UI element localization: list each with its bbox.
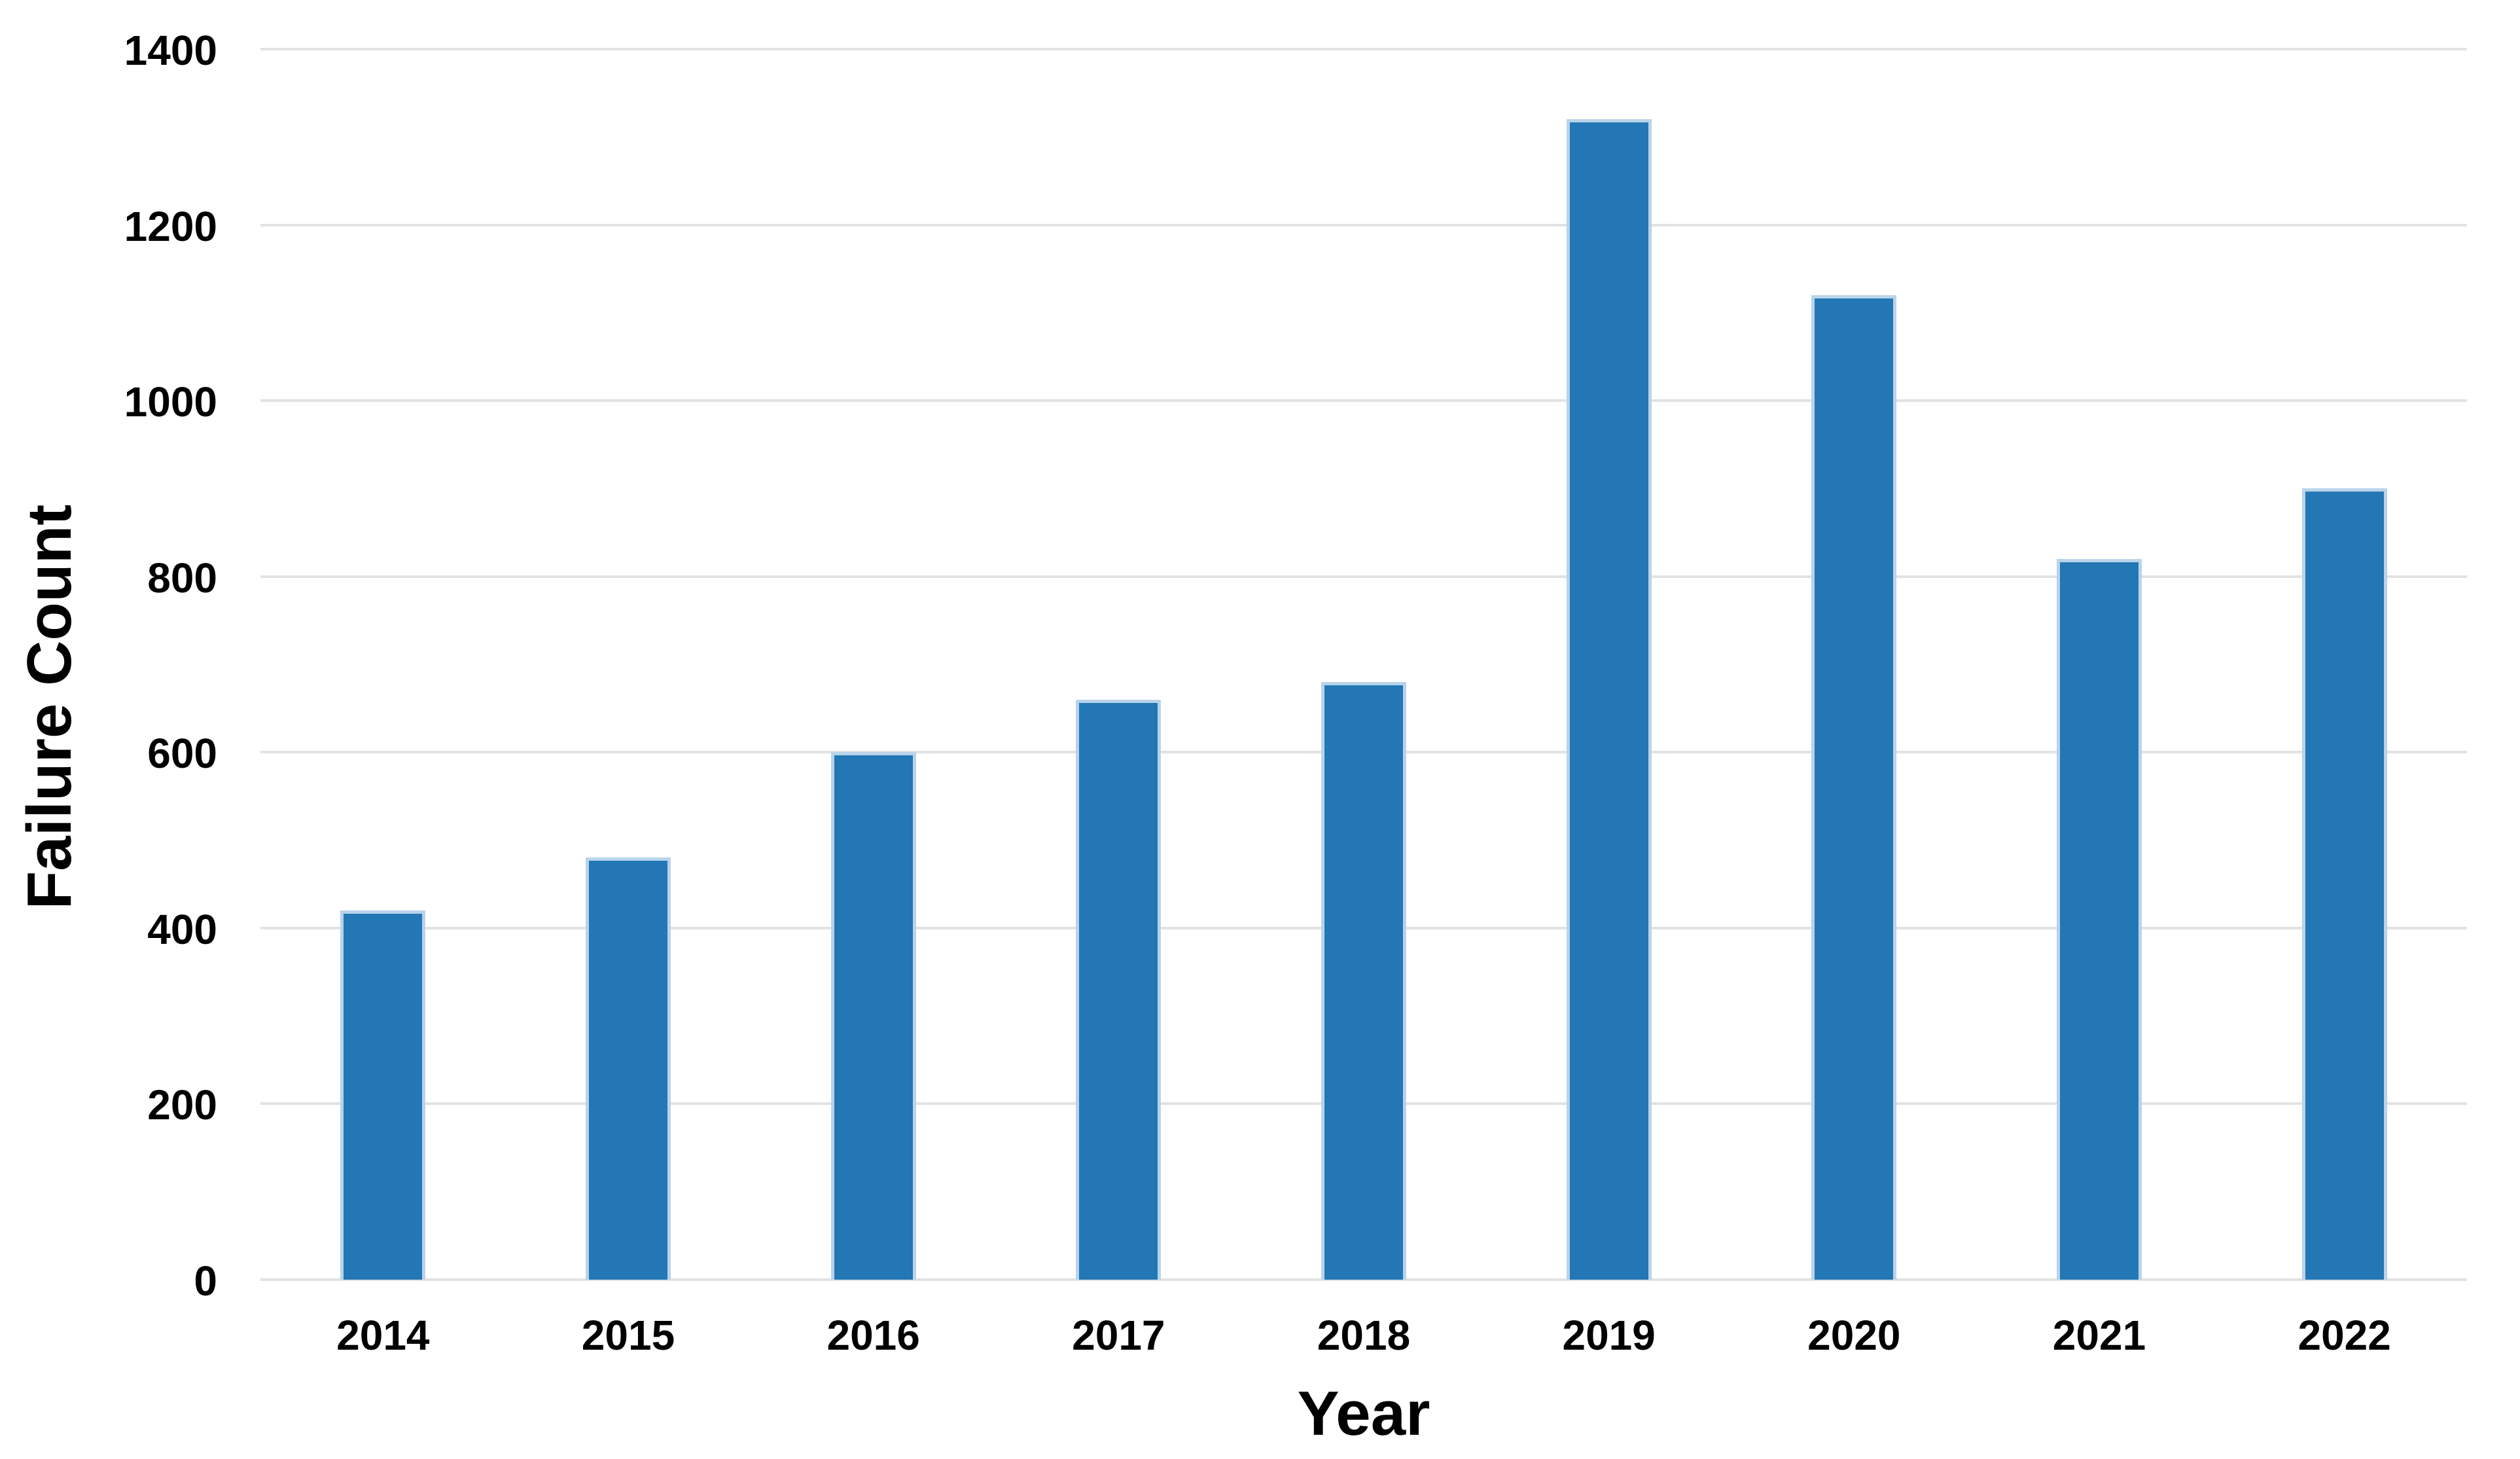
bar-2016 (830, 752, 916, 1280)
x-tick-label-2021: 2021 (2052, 1312, 2146, 1359)
gridline-y-1400 (260, 48, 2467, 50)
bar-2021 (2057, 559, 2142, 1280)
y-tick-label-0: 0 (194, 1257, 217, 1305)
x-axis-title: Year (1297, 1378, 1430, 1449)
x-tick-label-2022: 2022 (2298, 1312, 2391, 1359)
y-tick-label-1200: 1200 (124, 202, 217, 250)
y-tick-label-1400: 1400 (124, 27, 217, 74)
bar-2014 (340, 910, 426, 1280)
bar-2022 (2301, 488, 2387, 1280)
y-tick-label-400: 400 (147, 905, 217, 953)
x-tick-label-2015: 2015 (581, 1312, 675, 1359)
bar-2020 (1811, 295, 1897, 1280)
gridline-y-1000 (260, 399, 2467, 403)
x-tick-label-2019: 2019 (1562, 1312, 1656, 1359)
bar-2017 (1076, 700, 1162, 1280)
x-tick-label-2014: 2014 (336, 1312, 430, 1359)
x-tick-label-2017: 2017 (1072, 1312, 1165, 1359)
bar-2015 (586, 857, 671, 1280)
y-tick-label-600: 600 (147, 730, 217, 778)
bar-2019 (1566, 119, 1652, 1280)
y-tick-label-1000: 1000 (124, 378, 217, 426)
y-tick-label-200: 200 (147, 1081, 217, 1129)
x-tick-label-2016: 2016 (826, 1312, 920, 1359)
gridline-y-1200 (260, 223, 2467, 226)
y-tick-label-800: 800 (147, 554, 217, 602)
bar-2018 (1321, 682, 1406, 1280)
plot-area (260, 48, 2467, 1281)
gridline-y-800 (260, 575, 2467, 578)
x-tick-label-2018: 2018 (1317, 1312, 1411, 1359)
x-tick-label-2020: 2020 (1807, 1312, 1901, 1359)
gridline-y-0 (260, 1278, 2467, 1281)
